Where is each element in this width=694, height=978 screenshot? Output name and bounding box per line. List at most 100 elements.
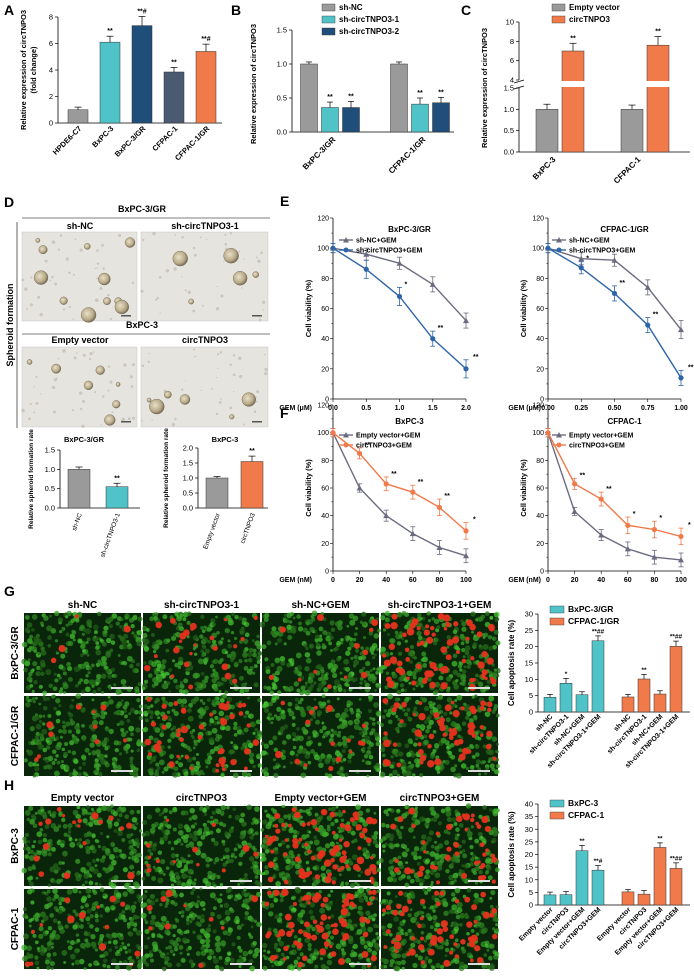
green-nucleus bbox=[181, 882, 186, 888]
panel-e-right-point bbox=[611, 257, 618, 263]
green-nucleus bbox=[158, 813, 163, 817]
green-nucleus bbox=[343, 772, 349, 778]
green-nucleus bbox=[452, 629, 458, 635]
green-nucleus bbox=[99, 914, 104, 918]
green-nucleus bbox=[294, 697, 299, 702]
green-nucleus bbox=[373, 633, 380, 639]
green-nucleus bbox=[277, 731, 282, 736]
spheroid bbox=[35, 238, 41, 243]
scale-bar bbox=[349, 687, 371, 689]
green-nucleus bbox=[384, 617, 390, 623]
green-nucleus bbox=[128, 712, 132, 716]
green-nucleus bbox=[181, 689, 186, 694]
green-nucleus bbox=[170, 853, 176, 859]
green-nucleus bbox=[207, 924, 211, 928]
green-nucleus bbox=[371, 643, 378, 649]
green-nucleus bbox=[465, 766, 469, 771]
green-nucleus bbox=[330, 806, 336, 812]
green-nucleus bbox=[117, 711, 121, 715]
green-nucleus bbox=[177, 823, 184, 830]
green-nucleus bbox=[332, 730, 338, 736]
green-nucleus bbox=[475, 759, 481, 765]
green-nucleus bbox=[146, 872, 151, 877]
spheroid bbox=[51, 363, 62, 374]
green-nucleus bbox=[33, 914, 39, 920]
green-nucleus bbox=[172, 925, 176, 929]
cell-debris bbox=[28, 417, 31, 421]
green-nucleus bbox=[192, 634, 199, 641]
green-nucleus bbox=[290, 627, 297, 634]
cell-debris bbox=[256, 390, 260, 394]
green-nucleus bbox=[205, 863, 210, 868]
green-nucleus bbox=[115, 965, 120, 970]
red-apoptotic-cell bbox=[330, 857, 335, 863]
green-nucleus bbox=[196, 899, 201, 904]
cell-debris bbox=[130, 385, 134, 388]
green-nucleus bbox=[211, 727, 218, 734]
panel-c-break-mark bbox=[513, 79, 525, 84]
cell-debris bbox=[68, 305, 71, 309]
red-apoptotic-cell bbox=[146, 867, 152, 873]
green-nucleus bbox=[322, 832, 328, 838]
green-nucleus bbox=[495, 742, 499, 746]
panel-b-bar bbox=[321, 107, 339, 133]
red-apoptotic-cell bbox=[338, 838, 343, 842]
cell-debris bbox=[62, 308, 66, 311]
green-nucleus bbox=[320, 669, 325, 674]
green-nucleus bbox=[96, 673, 102, 680]
green-nucleus bbox=[367, 708, 373, 714]
red-apoptotic-cell bbox=[268, 674, 275, 680]
green-nucleus bbox=[232, 725, 238, 731]
red-apoptotic-cell bbox=[190, 627, 194, 631]
green-nucleus bbox=[92, 734, 97, 739]
green-nucleus bbox=[458, 748, 463, 753]
green-nucleus bbox=[110, 640, 116, 645]
red-apoptotic-cell bbox=[267, 861, 275, 868]
green-nucleus bbox=[375, 945, 381, 952]
green-nucleus bbox=[330, 821, 335, 827]
green-nucleus bbox=[225, 916, 231, 922]
green-nucleus bbox=[282, 740, 287, 745]
red-apoptotic-cell bbox=[183, 661, 190, 668]
red-apoptotic-cell bbox=[444, 854, 451, 861]
red-apoptotic-cell bbox=[419, 760, 424, 765]
green-nucleus bbox=[214, 897, 218, 901]
green-nucleus bbox=[164, 904, 168, 909]
green-nucleus bbox=[289, 950, 294, 955]
green-nucleus bbox=[83, 967, 87, 971]
green-nucleus bbox=[25, 701, 31, 708]
green-nucleus bbox=[36, 850, 42, 856]
green-nucleus bbox=[95, 641, 100, 646]
green-nucleus bbox=[294, 666, 298, 670]
panel-e-right-point bbox=[545, 245, 551, 251]
red-apoptotic-cell bbox=[328, 765, 334, 771]
red-apoptotic-cell bbox=[390, 622, 398, 630]
green-nucleus bbox=[126, 833, 132, 839]
red-apoptotic-cell bbox=[383, 731, 388, 736]
panel-e-right-point bbox=[578, 255, 585, 262]
green-nucleus bbox=[252, 867, 259, 874]
green-nucleus bbox=[200, 625, 205, 630]
green-nucleus bbox=[81, 883, 85, 887]
cell-debris bbox=[184, 289, 187, 292]
green-nucleus bbox=[166, 638, 171, 643]
green-nucleus bbox=[62, 823, 68, 829]
red-apoptotic-cell bbox=[329, 811, 336, 818]
spheroid bbox=[179, 394, 191, 405]
green-nucleus bbox=[194, 822, 198, 826]
green-nucleus bbox=[94, 914, 99, 919]
green-nucleus bbox=[34, 960, 40, 966]
green-nucleus bbox=[73, 666, 80, 673]
red-apoptotic-cell bbox=[209, 635, 215, 641]
green-nucleus bbox=[124, 814, 130, 820]
green-nucleus bbox=[78, 890, 82, 894]
panel-h-chart-bar bbox=[621, 891, 635, 906]
cell-debris bbox=[81, 424, 85, 428]
green-nucleus bbox=[484, 870, 489, 875]
green-nucleus bbox=[238, 659, 243, 664]
green-nucleus bbox=[403, 698, 409, 704]
green-nucleus bbox=[278, 912, 283, 917]
cell-debris bbox=[96, 249, 99, 252]
green-nucleus bbox=[340, 677, 344, 681]
green-nucleus bbox=[400, 825, 404, 830]
